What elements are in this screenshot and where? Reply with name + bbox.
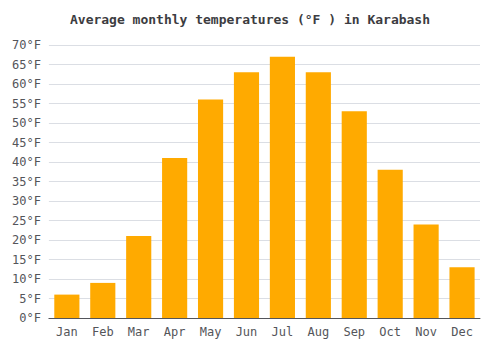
svg-text:Nov: Nov [415,325,437,339]
svg-text:50°F: 50°F [12,116,41,130]
svg-text:65°F: 65°F [12,58,41,72]
svg-text:Jun: Jun [236,325,258,339]
svg-text:Sep: Sep [343,325,365,339]
svg-text:70°F: 70°F [12,38,41,52]
svg-text:0°F: 0°F [19,311,41,325]
svg-text:Average monthly temperatures (: Average monthly temperatures (°F ) in Ka… [70,12,430,27]
svg-text:35°F: 35°F [12,175,41,189]
svg-text:Dec: Dec [451,325,473,339]
svg-text:Apr: Apr [164,325,186,339]
svg-text:10°F: 10°F [12,272,41,286]
svg-text:40°F: 40°F [12,155,41,169]
svg-text:Jan: Jan [56,325,78,339]
svg-text:15°F: 15°F [12,253,41,267]
svg-text:30°F: 30°F [12,194,41,208]
svg-text:Feb: Feb [92,325,114,339]
svg-text:5°F: 5°F [19,292,41,306]
svg-text:20°F: 20°F [12,233,41,247]
svg-text:Oct: Oct [379,325,401,339]
svg-text:Aug: Aug [307,325,329,339]
svg-text:45°F: 45°F [12,136,41,150]
svg-text:25°F: 25°F [12,214,41,228]
svg-text:60°F: 60°F [12,77,41,91]
svg-text:55°F: 55°F [12,97,41,111]
svg-text:Jul: Jul [272,325,294,339]
svg-text:May: May [200,325,222,339]
svg-text:Mar: Mar [128,325,150,339]
